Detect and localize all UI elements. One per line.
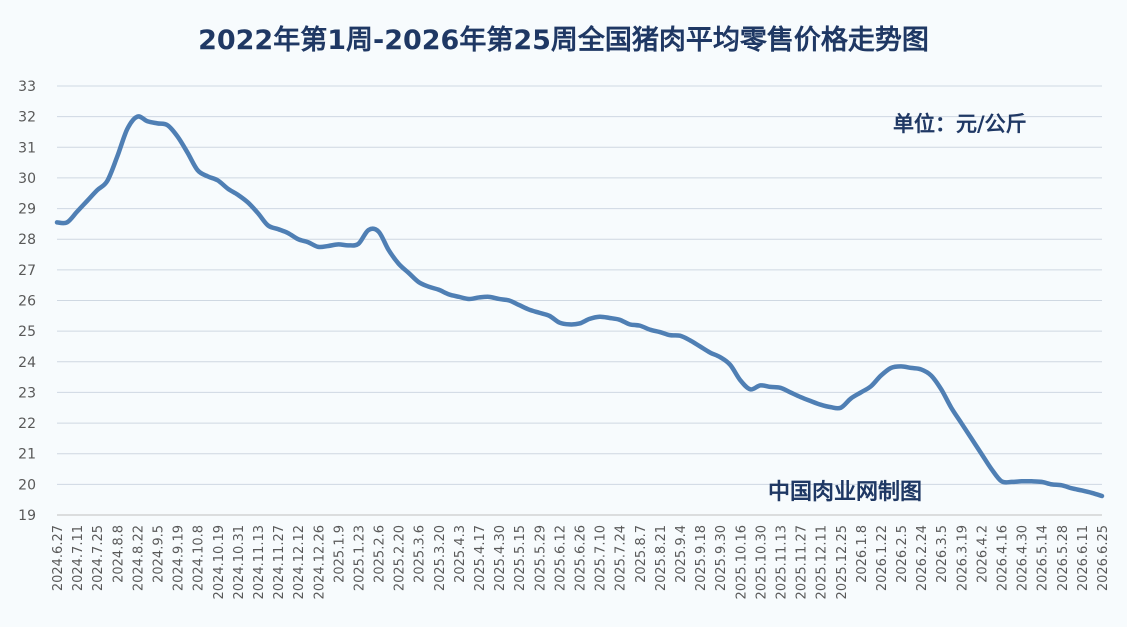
y-tick-label: 30 bbox=[18, 171, 36, 187]
x-tick-label: 2025.2.20 bbox=[393, 525, 408, 591]
x-tick-label: 2025.6.26 bbox=[574, 525, 589, 591]
x-tick-label: 2024.7.11 bbox=[71, 525, 86, 591]
x-tick-label: 2024.6.27 bbox=[51, 525, 66, 591]
x-tick-label: 2024.10.19 bbox=[212, 525, 227, 599]
x-tick-label: 2025.4.30 bbox=[493, 525, 508, 591]
y-tick-label: 33 bbox=[18, 79, 36, 95]
y-tick-label: 20 bbox=[18, 477, 36, 493]
x-tick-label: 2026.4.16 bbox=[996, 525, 1011, 591]
x-tick-label: 2026.2.24 bbox=[915, 525, 930, 591]
x-tick-label: 2025.2.6 bbox=[373, 525, 388, 583]
x-tick-label: 2025.1.9 bbox=[332, 525, 347, 583]
x-tick-label: 2025.10.30 bbox=[754, 525, 769, 599]
x-tick-label: 2026.6.25 bbox=[1096, 525, 1111, 591]
x-tick-label: 2025.6.12 bbox=[553, 525, 568, 591]
x-tick-label: 2025.8.21 bbox=[654, 525, 669, 591]
x-tick-label: 2024.7.25 bbox=[91, 525, 106, 591]
x-tick-label: 2025.11.13 bbox=[774, 525, 789, 599]
y-tick-label: 27 bbox=[18, 263, 36, 279]
y-tick-label: 19 bbox=[18, 508, 36, 524]
y-tick-label: 28 bbox=[18, 232, 36, 248]
credit-label: 中国肉业网制图 bbox=[768, 480, 923, 505]
x-tick-label: 2024.8.22 bbox=[131, 525, 146, 591]
x-tick-label: 2024.12.26 bbox=[312, 525, 327, 599]
x-tick-label: 2025.5.29 bbox=[533, 525, 548, 591]
x-tick-label: 2025.9.30 bbox=[714, 525, 729, 591]
x-tick-label: 2025.9.18 bbox=[694, 525, 709, 591]
x-tick-label: 2024.11.13 bbox=[252, 525, 267, 599]
y-tick-label: 29 bbox=[18, 202, 36, 218]
x-tick-label: 2026.1.22 bbox=[875, 525, 890, 591]
x-tick-label: 2025.4.3 bbox=[453, 525, 468, 583]
x-tick-label: 2024.8.8 bbox=[111, 525, 126, 583]
y-tick-label: 22 bbox=[18, 416, 36, 432]
chart-title: 2022年第1周-2026年第25周全国猪肉平均零售价格走势图 bbox=[198, 25, 929, 56]
x-tick-label: 2025.12.25 bbox=[835, 525, 850, 599]
y-tick-label: 21 bbox=[18, 447, 36, 463]
x-tick-label: 2025.7.24 bbox=[614, 525, 629, 591]
x-tick-label: 2026.6.11 bbox=[1076, 525, 1091, 591]
x-tick-label: 2025.9.4 bbox=[674, 525, 689, 583]
y-tick-label: 24 bbox=[18, 355, 36, 371]
x-tick-label: 2025.3.20 bbox=[433, 525, 448, 591]
x-tick-label: 2025.1.23 bbox=[352, 525, 367, 591]
x-tick-label: 2024.12.12 bbox=[292, 525, 307, 599]
x-tick-label: 2026.2.5 bbox=[895, 525, 910, 583]
x-tick-label: 2025.3.6 bbox=[413, 525, 428, 583]
x-tick-label: 2026.3.5 bbox=[935, 525, 950, 583]
x-tick-label: 2025.10.16 bbox=[734, 525, 749, 599]
x-tick-label: 2026.5.14 bbox=[1036, 525, 1051, 591]
y-tick-label: 26 bbox=[18, 294, 36, 310]
x-tick-label: 2024.10.8 bbox=[192, 525, 207, 591]
x-tick-label: 2026.5.28 bbox=[1056, 525, 1071, 591]
x-tick-label: 2026.3.19 bbox=[955, 525, 970, 591]
x-tick-label: 2026.1.8 bbox=[855, 525, 870, 583]
y-tick-label: 25 bbox=[18, 324, 36, 340]
x-tick-label: 2024.10.31 bbox=[232, 525, 247, 599]
x-tick-label: 2024.11.27 bbox=[272, 525, 287, 599]
x-tick-label: 2026.4.30 bbox=[1016, 525, 1031, 591]
x-tick-label: 2025.7.10 bbox=[594, 525, 609, 591]
unit-label: 单位：元/公斤 bbox=[893, 112, 1027, 136]
x-tick-label: 2025.11.27 bbox=[795, 525, 810, 599]
series-line bbox=[54, 114, 1105, 499]
y-tick-label: 31 bbox=[18, 140, 36, 156]
x-tick-label: 2026.4.2 bbox=[975, 525, 990, 583]
x-tick-label: 2024.9.5 bbox=[151, 525, 166, 583]
x-tick-label: 2025.12.11 bbox=[815, 525, 830, 599]
x-tick-label: 2024.9.19 bbox=[172, 525, 187, 591]
x-tick-label: 2025.5.15 bbox=[513, 525, 528, 591]
x-tick-label: 2025.4.17 bbox=[473, 525, 488, 591]
y-tick-label: 32 bbox=[18, 110, 36, 126]
x-tick-label: 2025.8.7 bbox=[634, 525, 649, 583]
y-tick-label: 23 bbox=[18, 385, 36, 401]
